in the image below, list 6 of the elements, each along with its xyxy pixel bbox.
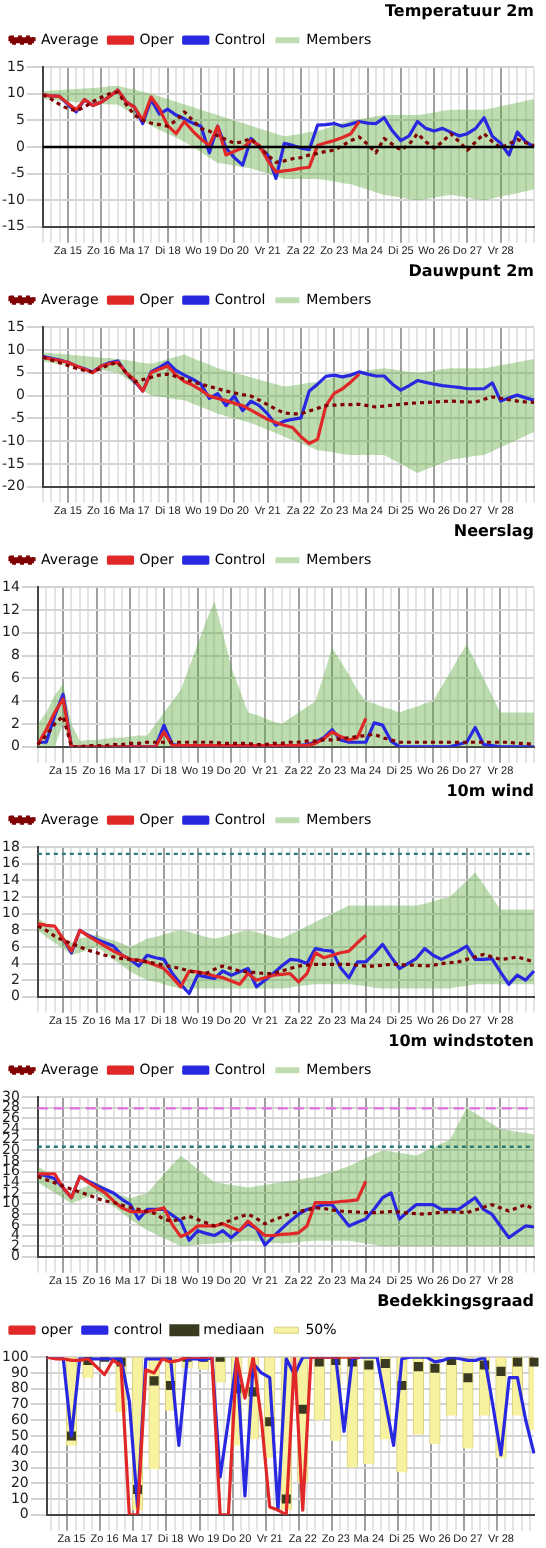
chart-title: Neerslag [453,521,535,540]
chart-title: Temperatuur 2m [385,1,534,20]
chart-title: 10m windstoten [388,1031,535,1050]
chart-title: Bedekkingsgraad [377,1291,535,1310]
chart-title: Dauwpunt 2m [408,261,534,280]
chart-title: 10m wind [446,781,535,800]
